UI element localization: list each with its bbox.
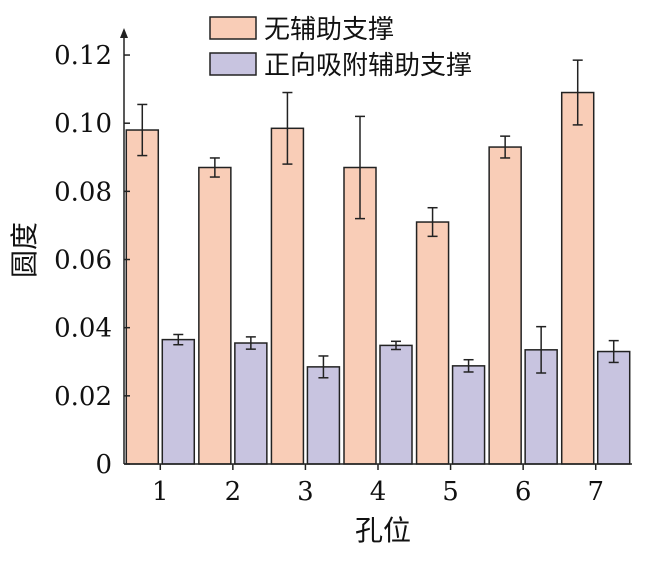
bar-series-2-cat-7 bbox=[596, 350, 631, 465]
bar-series-1-cat-1 bbox=[125, 129, 160, 465]
bar-series-1-cat-6 bbox=[488, 146, 522, 465]
y-tick-label-0: 0 bbox=[95, 450, 112, 480]
legend-label-1: 无辅助支撑 bbox=[264, 15, 394, 45]
bars-layer bbox=[125, 59, 631, 465]
bar-series-2-cat-5 bbox=[451, 365, 486, 465]
legend-label-2: 正向吸附辅助支撑 bbox=[264, 51, 472, 81]
bar-series-2-cat-2 bbox=[234, 342, 268, 465]
bar-series-2-cat-4 bbox=[379, 344, 413, 465]
bar-series-1-cat-7 bbox=[560, 91, 595, 465]
x-tick-label-3: 3 bbox=[297, 477, 314, 507]
x-tick-label-5: 5 bbox=[442, 477, 459, 507]
bar-series-2-cat-1 bbox=[161, 338, 196, 465]
x-axis-title: 孔位 bbox=[355, 514, 411, 547]
bar-series-2-cat-3 bbox=[306, 366, 341, 465]
y-tick-label-6: 0.12 bbox=[54, 41, 112, 71]
bar-series-2-cat-6 bbox=[524, 349, 558, 465]
y-tick-label-3: 0.06 bbox=[54, 246, 112, 276]
x-tick-label-7: 7 bbox=[587, 477, 604, 507]
axes-layer: 1 2 3 4 5 6 7 0 0.02 0.04 0.06 0.08 0.10 0.12 bbox=[54, 28, 632, 507]
y-tick-label-2: 0.04 bbox=[54, 314, 112, 344]
y-tick-label-5: 0.10 bbox=[54, 109, 112, 139]
legend-swatch-2 bbox=[209, 52, 257, 76]
y-tick-label-4: 0.08 bbox=[54, 177, 112, 207]
bar-series-1-cat-2 bbox=[198, 166, 232, 465]
x-tick-label-1: 1 bbox=[152, 477, 169, 507]
bar-series-1-cat-3 bbox=[270, 127, 305, 465]
legend-swatch-1 bbox=[209, 16, 257, 40]
y-tick-label-1: 0.02 bbox=[54, 382, 112, 412]
y-axis-arrow bbox=[120, 28, 128, 38]
x-tick-label-6: 6 bbox=[515, 477, 532, 507]
bar-series-1-cat-5 bbox=[415, 221, 450, 465]
y-axis-title: 圆度 bbox=[8, 222, 41, 278]
x-tick-label-4: 4 bbox=[370, 477, 387, 507]
x-tick-label-2: 2 bbox=[225, 477, 242, 507]
